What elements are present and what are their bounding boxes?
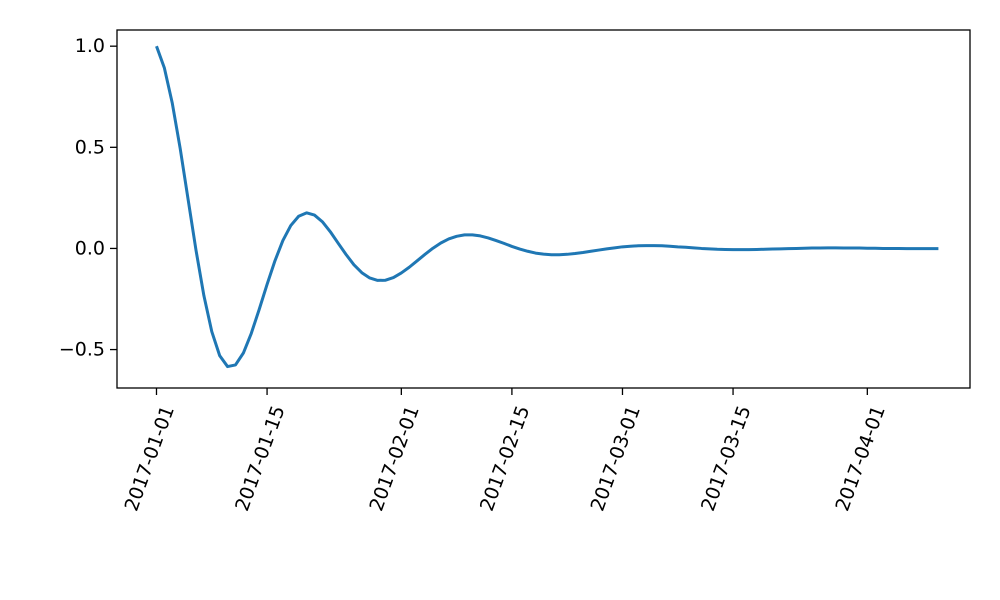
series-line: [155, 45, 939, 369]
axis-ticks: 2017-01-01 2017-01-15 2017-02-01 2017-02-15…: [59, 35, 890, 514]
x-tick-label: 2017-03-15: [697, 403, 755, 514]
y-tick-label: 0.5: [75, 136, 105, 158]
x-tick-label: 2017-02-15: [476, 403, 534, 514]
plot-area-frame: [116, 29, 971, 389]
x-tick-label: 2017-01-15: [231, 403, 289, 514]
y-tick-label: −0.5: [59, 339, 105, 361]
x-tick-label: 2017-03-01: [587, 403, 645, 514]
x-tick-label: 2017-02-01: [365, 403, 423, 514]
y-tick-label: 0.0: [75, 237, 105, 259]
x-tick-label: 2017-04-01: [831, 403, 889, 514]
y-tick-label: 1.0: [75, 35, 105, 57]
x-tick-label: 2017-01-01: [121, 403, 179, 514]
